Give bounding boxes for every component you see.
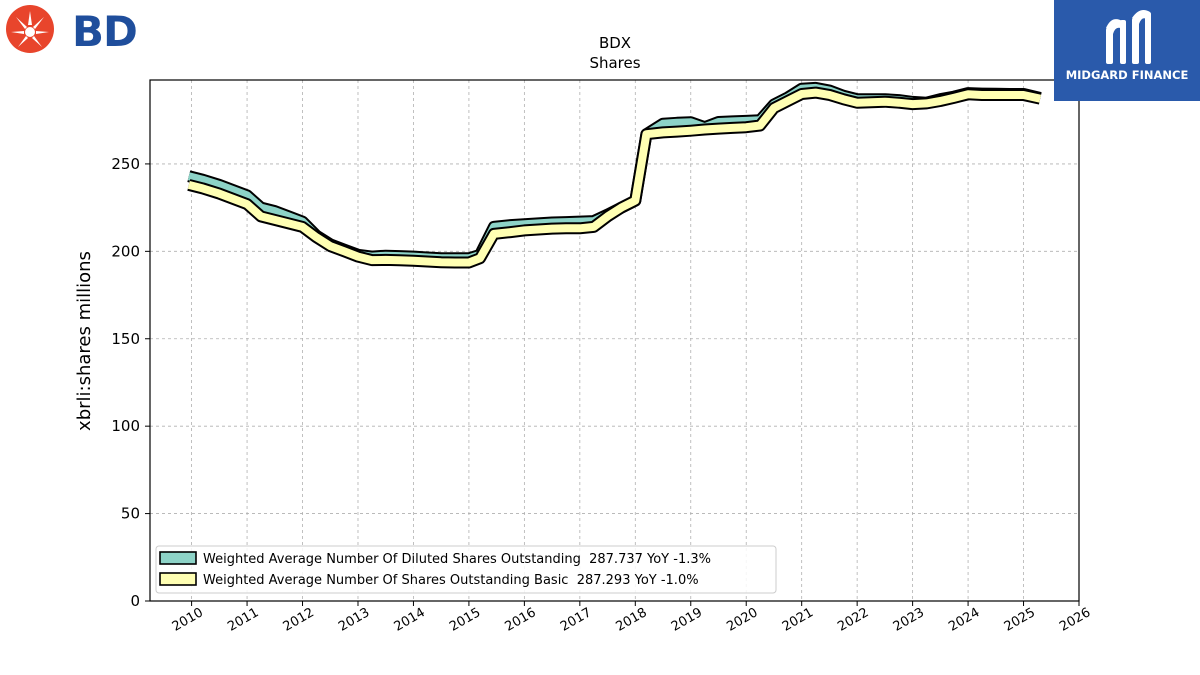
x-tick-label: 2010 — [170, 605, 206, 635]
x-tick-label: 2015 — [447, 605, 483, 635]
x-tick-label: 2013 — [336, 605, 372, 635]
chart-title: BDX — [599, 34, 631, 52]
series-bands — [187, 81, 1042, 269]
legend-label-basic: Weighted Average Number Of Shares Outsta… — [203, 573, 699, 588]
chart-subtitle: Shares — [589, 54, 640, 72]
midgard-finance-logo: MIDGARD FINANCE — [1054, 0, 1200, 101]
series-basic-line — [187, 88, 1042, 267]
bd-starburst-icon — [6, 5, 54, 53]
x-tick-label: 2025 — [1002, 605, 1038, 635]
legend: Weighted Average Number Of Diluted Share… — [155, 545, 777, 594]
y-tick-label: 100 — [111, 417, 140, 435]
x-tick-label: 2017 — [558, 605, 594, 635]
midgard-emblem-icon — [1106, 10, 1151, 64]
x-tick-label: 2024 — [946, 605, 982, 635]
x-tick-label: 2014 — [392, 605, 428, 635]
x-tick-label: 2011 — [225, 605, 261, 635]
legend-box — [155, 545, 777, 594]
bd-logo-text: BD — [72, 7, 138, 56]
y-tick-label: 250 — [111, 155, 140, 173]
x-tick-label: 2022 — [835, 605, 871, 635]
y-tick-label: 200 — [111, 242, 140, 260]
y-axis-label: xbrli:shares millions — [74, 251, 95, 431]
bd-logo: BD — [6, 5, 138, 56]
legend-label-diluted: Weighted Average Number Of Diluted Share… — [203, 552, 711, 567]
y-tick-label: 150 — [111, 330, 140, 348]
legend-swatch-diluted — [159, 551, 197, 565]
x-tick-label: 2016 — [503, 605, 539, 635]
x-tick-label: 2020 — [724, 605, 760, 635]
x-tick-label: 2023 — [891, 605, 927, 635]
midgard-finance-text: MIDGARD FINANCE — [1065, 68, 1189, 82]
y-tick-label: 50 — [121, 505, 140, 523]
legend-swatch-basic — [159, 572, 197, 586]
x-tick-label: 2021 — [780, 605, 816, 635]
x-tick-label: 2026 — [1057, 605, 1093, 635]
x-tick-label: 2018 — [613, 605, 649, 635]
plot-frame — [149, 79, 1080, 602]
y-tick-label: 0 — [130, 592, 140, 610]
x-tick-label: 2019 — [669, 605, 705, 635]
x-tick-label: 2012 — [281, 605, 317, 635]
grid — [150, 80, 1080, 602]
